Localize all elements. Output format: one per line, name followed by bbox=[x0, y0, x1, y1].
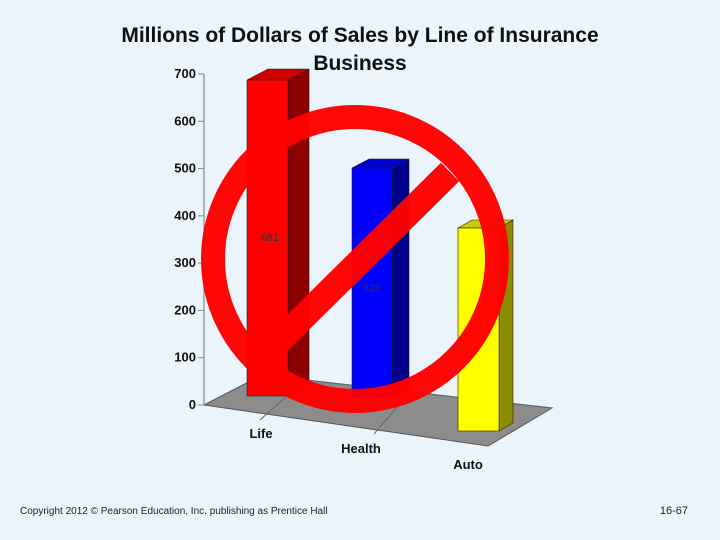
x-category-label: Health bbox=[341, 441, 381, 456]
prohibition-sign bbox=[201, 105, 509, 413]
y-tick-label: 300 bbox=[174, 255, 196, 270]
y-tick-label: 700 bbox=[174, 66, 196, 81]
bar-health bbox=[351, 167, 393, 398]
copyright-footer: Copyright 2012 © Pearson Education, Inc.… bbox=[20, 506, 328, 517]
data-label-health: 520 bbox=[363, 283, 381, 295]
y-tick-label: 400 bbox=[174, 208, 196, 223]
chart-title: Millions of Dollars of Sales by Line of … bbox=[121, 24, 599, 75]
page-number: 16-67 bbox=[659, 505, 688, 517]
y-tick-label: 200 bbox=[174, 302, 196, 317]
x-category-label: Auto bbox=[453, 457, 483, 472]
y-tick-label: 100 bbox=[174, 350, 196, 365]
prohibition-slash bbox=[258, 162, 460, 362]
data-label-life: 681 bbox=[261, 232, 279, 244]
bar-side-health bbox=[391, 158, 410, 398]
prohibition-ring bbox=[201, 105, 509, 413]
y-tick-label: 0 bbox=[189, 397, 196, 412]
y-tick-label: 600 bbox=[174, 113, 196, 128]
y-tick-label: 500 bbox=[174, 161, 196, 176]
x-category-label: Life bbox=[249, 426, 272, 441]
